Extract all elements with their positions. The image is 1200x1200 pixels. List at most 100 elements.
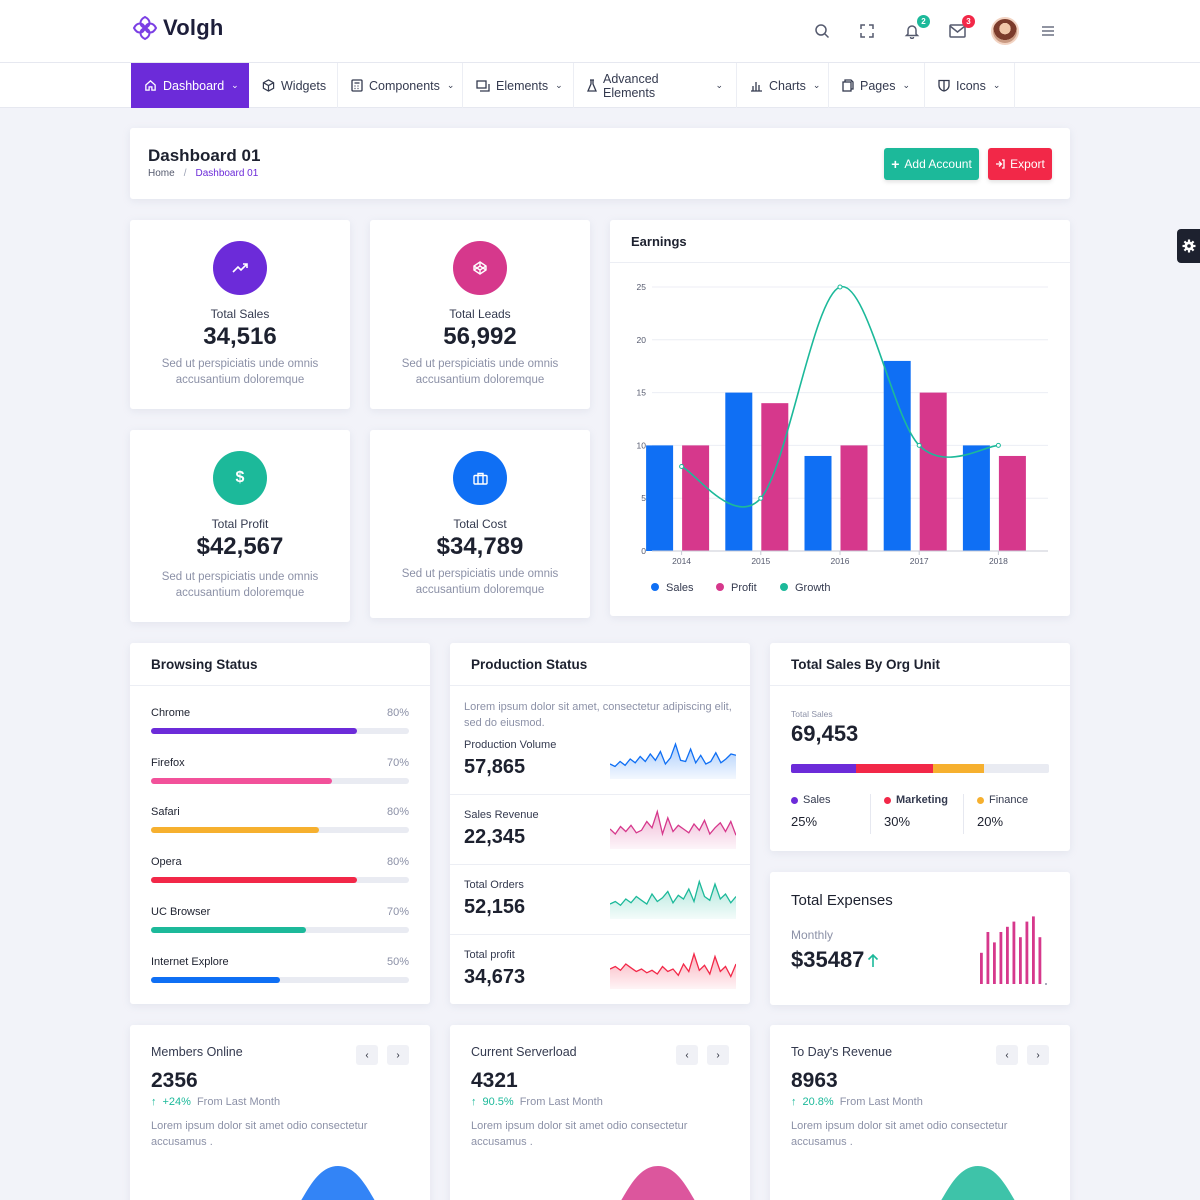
summary-description: Lorem ipsum dolor sit amet odio consecte… (471, 1120, 688, 1148)
x-tick-label: 2015 (751, 556, 770, 566)
summary-change-text: From Last Month (196, 1096, 281, 1108)
prev-button[interactable]: ‹ (676, 1045, 698, 1065)
y-tick-label: 15 (637, 388, 647, 398)
expenses-title: Total Expenses (791, 892, 893, 909)
x-tick-label: 2014 (672, 556, 691, 566)
production-row: Total profit 34,673 (450, 934, 750, 1005)
menu-icon[interactable] (1037, 20, 1059, 42)
nav-icons[interactable]: Icons ⌄ (925, 63, 1015, 108)
production-value: 52,156 (464, 896, 526, 918)
org-segment-percent: 20% (977, 814, 1004, 829)
prev-button[interactable]: ‹ (356, 1045, 378, 1065)
browser-percent: 70% (386, 905, 409, 918)
progress-fill (151, 976, 280, 983)
progress-track (151, 827, 409, 834)
summary-change-text: From Last Month (519, 1096, 603, 1108)
app-logo[interactable]: Volgh (131, 14, 223, 42)
breadcrumb: Home / Dashboard 01 (148, 168, 258, 179)
home-icon (145, 79, 156, 91)
expense-bar (1019, 937, 1022, 984)
next-button[interactable]: › (1027, 1045, 1049, 1065)
expense-bar (1006, 926, 1009, 984)
breadcrumb-home[interactable]: Home (148, 168, 175, 179)
progress-fill (151, 728, 358, 734)
browser-row: Internet Explore 50% (151, 956, 409, 986)
summary-description: Lorem ipsum dolor sit amet odio consecte… (151, 1120, 368, 1148)
org-total-value: 69,453 (791, 721, 859, 746)
nav-label: Widgets (281, 78, 327, 93)
expense-bar (986, 932, 990, 984)
legend-marker (651, 583, 659, 591)
summary-card: Current Serverload ‹ › 4321 ↑ 90.5% From Last … (450, 1025, 750, 1200)
user-avatar[interactable] (991, 17, 1019, 45)
summary-card: To Day's Revenue ‹ › 8963 ↑ 20.8% From Last Mo… (770, 1025, 1070, 1200)
progress-fill (151, 827, 319, 834)
fullscreen-icon[interactable] (856, 20, 878, 42)
sparkline-chart (610, 741, 736, 779)
nav-advanced-elements[interactable]: Advanced Elements ⌄ (574, 63, 737, 108)
legend-marker (780, 583, 788, 591)
expense-bar (999, 932, 1003, 984)
nav-label: Dashboard (163, 78, 225, 93)
nav-elements[interactable]: Elements ⌄ (463, 63, 574, 108)
stat-label: Total Cost (453, 517, 507, 531)
arrow-up-icon (868, 953, 879, 967)
org-total-label: Total Sales (791, 709, 833, 719)
growth-point (679, 464, 685, 470)
nav-dashboard[interactable]: Dashboard ⌄ (131, 63, 249, 108)
add-account-button[interactable]: + Add Account (884, 148, 979, 180)
bar-profit (919, 392, 947, 551)
arrow-up-icon: ↑ (151, 1096, 157, 1108)
sparkline-line (610, 879, 736, 907)
browser-row: Firefox 70% (151, 757, 409, 787)
expense-bar (1038, 937, 1042, 984)
plus-icon: + (891, 156, 900, 172)
dollar-icon: $ (213, 451, 267, 505)
browser-row: Chrome 80% (151, 707, 409, 737)
browser-name: Chrome (151, 707, 191, 719)
trending-up-icon (213, 241, 267, 295)
settings-toggle[interactable] (1177, 229, 1200, 263)
next-button[interactable]: › (707, 1045, 729, 1065)
x-tick-label: 2018 (989, 556, 1008, 566)
summary-change: 90.5% (482, 1096, 514, 1108)
area-curve (301, 1166, 375, 1200)
y-tick-label: 10 (637, 440, 647, 450)
mail-icon[interactable]: 3 (946, 15, 975, 42)
bell-icon[interactable]: 2 (901, 15, 930, 42)
summary-change: +24% (162, 1096, 191, 1108)
org-segment-percent: 30% (884, 814, 911, 829)
org-bar-segment (932, 764, 985, 773)
notification-badge: 2 (917, 15, 930, 28)
browser-name: Firefox (151, 756, 185, 769)
shield-icon (938, 79, 950, 92)
calculator-icon (351, 79, 363, 92)
total-expenses-card: Total Expenses Monthly $35487 (770, 872, 1070, 1005)
nav-pages[interactable]: Pages ⌄ (829, 63, 925, 108)
org-legend-label: Finance (977, 794, 1057, 806)
next-button[interactable]: › (387, 1045, 409, 1065)
search-icon[interactable] (811, 20, 833, 42)
card-divider (770, 685, 1070, 686)
summary-description: Lorem ipsum dolor sit amet odio consecte… (791, 1120, 1008, 1148)
org-segment-name: Finance (989, 794, 1029, 806)
stat-value: $34,789 (436, 533, 524, 560)
legend-marker (716, 583, 724, 591)
progress-track (151, 728, 409, 734)
nav-label: Icons (956, 78, 986, 93)
prev-button[interactable]: ‹ (996, 1045, 1018, 1065)
stat-value: 56,992 (443, 323, 517, 350)
export-button[interactable]: Export (988, 148, 1052, 180)
browser-percent: 80% (386, 707, 409, 719)
nav-components[interactable]: Components ⌄ (338, 63, 463, 108)
nav-widgets[interactable]: Widgets (249, 63, 338, 108)
stat-card-total-leads: Total Leads 56,992 Sed ut perspiciatis u… (370, 220, 590, 409)
production-intro: Lorem ipsum dolor sit amet, consectetur … (464, 701, 732, 729)
org-segment-name: Marketing (896, 794, 948, 806)
nav-charts[interactable]: Charts ⌄ (737, 63, 829, 108)
org-bar-segment (791, 764, 856, 773)
stat-card-total-profit: $ Total Profit $42,567 Sed ut perspiciat… (130, 430, 350, 622)
browser-percent: 80% (386, 806, 409, 819)
stat-description: Sed ut perspiciatis unde omnis accusanti… (401, 358, 559, 386)
production-label: Sales Revenue (464, 809, 539, 821)
